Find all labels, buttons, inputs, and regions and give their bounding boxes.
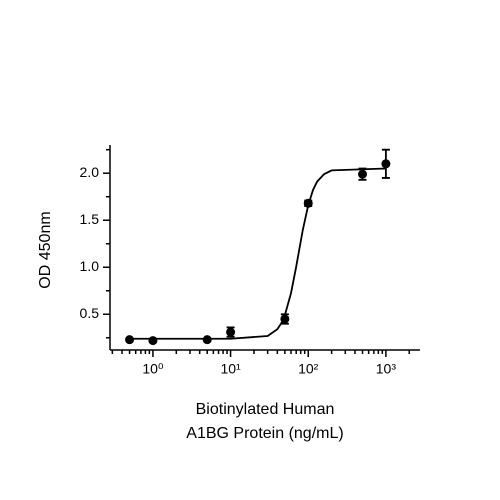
data-point [226, 327, 236, 337]
x-axis-title: Biotinylated Human [196, 401, 335, 418]
data-point [125, 335, 135, 345]
data-point [148, 336, 158, 346]
data-point [358, 169, 368, 179]
data-point [280, 314, 290, 324]
fit-curve [129, 167, 386, 340]
x-tick-label: 10⁰ [142, 361, 164, 377]
data-point [303, 198, 313, 208]
y-tick-label: 2.0 [80, 164, 100, 180]
data-point [202, 335, 212, 345]
data-point [381, 159, 391, 169]
y-axis-title: OD 450nm [37, 211, 54, 288]
x-tick-label: 10¹ [220, 361, 241, 377]
x-axis-title: A1BG Protein (ng/mL) [186, 425, 343, 442]
x-tick-label: 10² [298, 361, 319, 377]
x-tick-label: 10³ [376, 361, 397, 377]
y-tick-label: 1.5 [80, 211, 100, 227]
y-tick-label: 0.5 [80, 305, 100, 321]
y-tick-label: 1.0 [80, 258, 100, 274]
